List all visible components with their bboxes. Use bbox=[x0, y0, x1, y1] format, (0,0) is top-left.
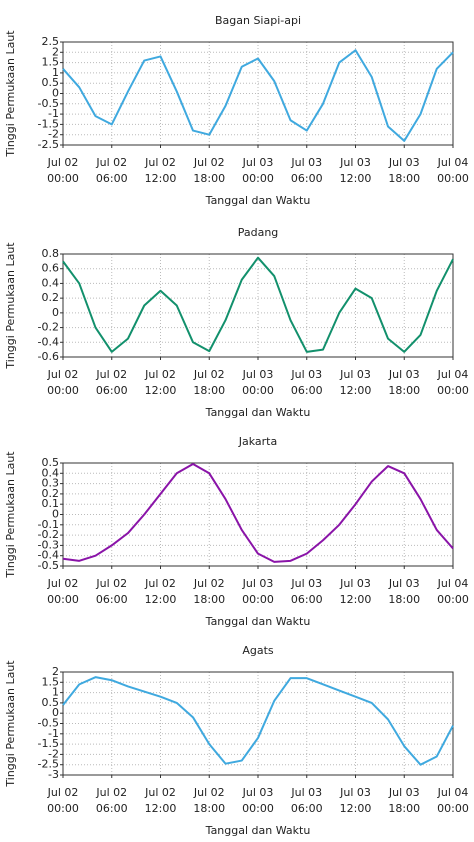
y-tick-label: 1 bbox=[52, 66, 59, 79]
x-tick-label: Jul 03 12:00 bbox=[339, 786, 371, 815]
y-tick-label: -1.5 bbox=[38, 117, 59, 130]
chart-title: Jakarta bbox=[238, 435, 277, 448]
y-tick-label: 2.5 bbox=[42, 35, 60, 48]
data-line bbox=[62, 463, 454, 563]
x-tick-label: Jul 02 00:00 bbox=[47, 786, 79, 815]
x-tick-label: Jul 02 18:00 bbox=[193, 786, 225, 815]
plot-frame bbox=[62, 671, 454, 776]
x-tick-label: Jul 03 12:00 bbox=[339, 156, 371, 185]
x-tick-label: Jul 02 18:00 bbox=[193, 156, 225, 185]
x-tick-label: Jul 02 06:00 bbox=[95, 156, 127, 185]
y-tick-label: -3 bbox=[48, 768, 59, 781]
x-tick-label: Jul 02 00:00 bbox=[47, 368, 79, 397]
x-axis-label: Tanggal dan Waktu bbox=[205, 194, 311, 207]
chart-title: Agats bbox=[242, 644, 274, 657]
x-axis-label: Tanggal dan Waktu bbox=[205, 406, 311, 419]
chart-title: Bagan Siapi-api bbox=[215, 14, 301, 27]
data-line bbox=[62, 256, 454, 353]
y-tick-label: 0.2 bbox=[42, 487, 60, 500]
x-tick-label: Jul 02 00:00 bbox=[47, 156, 79, 185]
x-tick-label: Jul 03 06:00 bbox=[290, 786, 322, 815]
y-axis-label: Tinggi Permukaan Laut bbox=[4, 242, 17, 370]
y-axis-label: Tinggi Permukaan Laut bbox=[4, 30, 17, 158]
x-tick-label: Jul 03 18:00 bbox=[388, 368, 420, 397]
y-tick-label: -0.3 bbox=[38, 538, 59, 551]
x-tick-label: Jul 02 06:00 bbox=[95, 577, 127, 606]
x-tick-label: Jul 04 00:00 bbox=[437, 368, 469, 397]
x-tick-label: Jul 02 12:00 bbox=[144, 577, 176, 606]
x-tick-label: Jul 03 06:00 bbox=[290, 577, 322, 606]
x-tick-label: Jul 04 00:00 bbox=[437, 156, 469, 185]
x-tick-label: Jul 03 12:00 bbox=[339, 368, 371, 397]
y-tick-label: 1.5 bbox=[42, 675, 60, 688]
y-tick-label: -2 bbox=[48, 128, 59, 141]
y-tick-label: -1 bbox=[48, 107, 59, 120]
y-tick-label: 0.5 bbox=[42, 76, 60, 89]
y-tick-label: 0.2 bbox=[42, 291, 60, 304]
y-axis-label: Tinggi Permukaan Laut bbox=[4, 451, 17, 579]
y-tick-label: 0.4 bbox=[42, 466, 60, 479]
y-tick-label: -0.2 bbox=[38, 528, 59, 541]
y-tick-label: 0.3 bbox=[42, 477, 60, 490]
x-tick-label: Jul 04 00:00 bbox=[437, 577, 469, 606]
y-tick-label: -0.2 bbox=[38, 321, 59, 334]
x-tick-label: Jul 03 18:00 bbox=[388, 577, 420, 606]
y-tick-label: -2.5 bbox=[38, 758, 59, 771]
y-tick-label: -1.5 bbox=[38, 737, 59, 750]
data-line bbox=[62, 676, 454, 766]
y-tick-label: 0.4 bbox=[42, 276, 60, 289]
y-tick-label: 0.5 bbox=[42, 696, 60, 709]
x-axis-label: Tanggal dan Waktu bbox=[205, 615, 311, 628]
x-tick-label: Jul 02 18:00 bbox=[193, 368, 225, 397]
x-axis-label: Tanggal dan Waktu bbox=[205, 824, 311, 837]
y-tick-label: 1.5 bbox=[42, 56, 60, 69]
chart-title: Padang bbox=[238, 226, 279, 239]
x-tick-label: Jul 03 00:00 bbox=[242, 368, 274, 397]
x-tick-label: Jul 03 00:00 bbox=[242, 577, 274, 606]
y-tick-label: 2 bbox=[52, 45, 59, 58]
x-tick-label: Jul 03 00:00 bbox=[242, 156, 274, 185]
x-tick-label: Jul 03 18:00 bbox=[388, 786, 420, 815]
y-tick-label: -2.5 bbox=[38, 138, 59, 151]
x-tick-label: Jul 02 06:00 bbox=[95, 786, 127, 815]
x-tick-label: Jul 03 06:00 bbox=[290, 156, 322, 185]
y-tick-label: -0.1 bbox=[38, 518, 59, 531]
y-tick-label: -2 bbox=[48, 747, 59, 760]
data-line bbox=[62, 49, 454, 142]
x-tick-label: Jul 03 06:00 bbox=[290, 368, 322, 397]
x-tick-label: Jul 02 12:00 bbox=[144, 786, 176, 815]
y-tick-label: 0 bbox=[52, 87, 59, 100]
y-tick-label: 2 bbox=[52, 665, 59, 678]
x-tick-label: Jul 02 00:00 bbox=[47, 577, 79, 606]
y-tick-label: 0.1 bbox=[42, 497, 60, 510]
y-tick-label: -0.5 bbox=[38, 717, 59, 730]
y-axis-label: Tinggi Permukaan Laut bbox=[4, 660, 17, 788]
y-tick-label: 1 bbox=[52, 686, 59, 699]
y-tick-label: 0.8 bbox=[42, 247, 60, 260]
x-tick-label: Jul 04 00:00 bbox=[437, 786, 469, 815]
x-tick-label: Jul 03 12:00 bbox=[339, 577, 371, 606]
x-tick-label: Jul 02 12:00 bbox=[144, 156, 176, 185]
y-tick-label: -1 bbox=[48, 727, 59, 740]
y-tick-label: -0.5 bbox=[38, 97, 59, 110]
x-tick-label: Jul 02 06:00 bbox=[95, 368, 127, 397]
y-tick-label: 0 bbox=[52, 706, 59, 719]
y-tick-label: 0 bbox=[52, 306, 59, 319]
y-tick-label: 0.6 bbox=[42, 262, 60, 275]
y-tick-label: -0.5 bbox=[38, 559, 59, 572]
y-tick-label: 0.5 bbox=[42, 456, 60, 469]
y-tick-label: -0.4 bbox=[38, 549, 59, 562]
plot-frame bbox=[62, 41, 454, 146]
x-tick-label: Jul 03 18:00 bbox=[388, 156, 420, 185]
x-tick-label: Jul 03 00:00 bbox=[242, 786, 274, 815]
plot-frame bbox=[62, 253, 454, 358]
plot-frame bbox=[62, 462, 454, 567]
x-tick-label: Jul 02 12:00 bbox=[144, 368, 176, 397]
x-tick-label: Jul 02 18:00 bbox=[193, 577, 225, 606]
y-tick-label: 0 bbox=[52, 508, 59, 521]
y-tick-label: -0.4 bbox=[38, 335, 59, 348]
y-tick-label: -0.6 bbox=[38, 350, 59, 363]
